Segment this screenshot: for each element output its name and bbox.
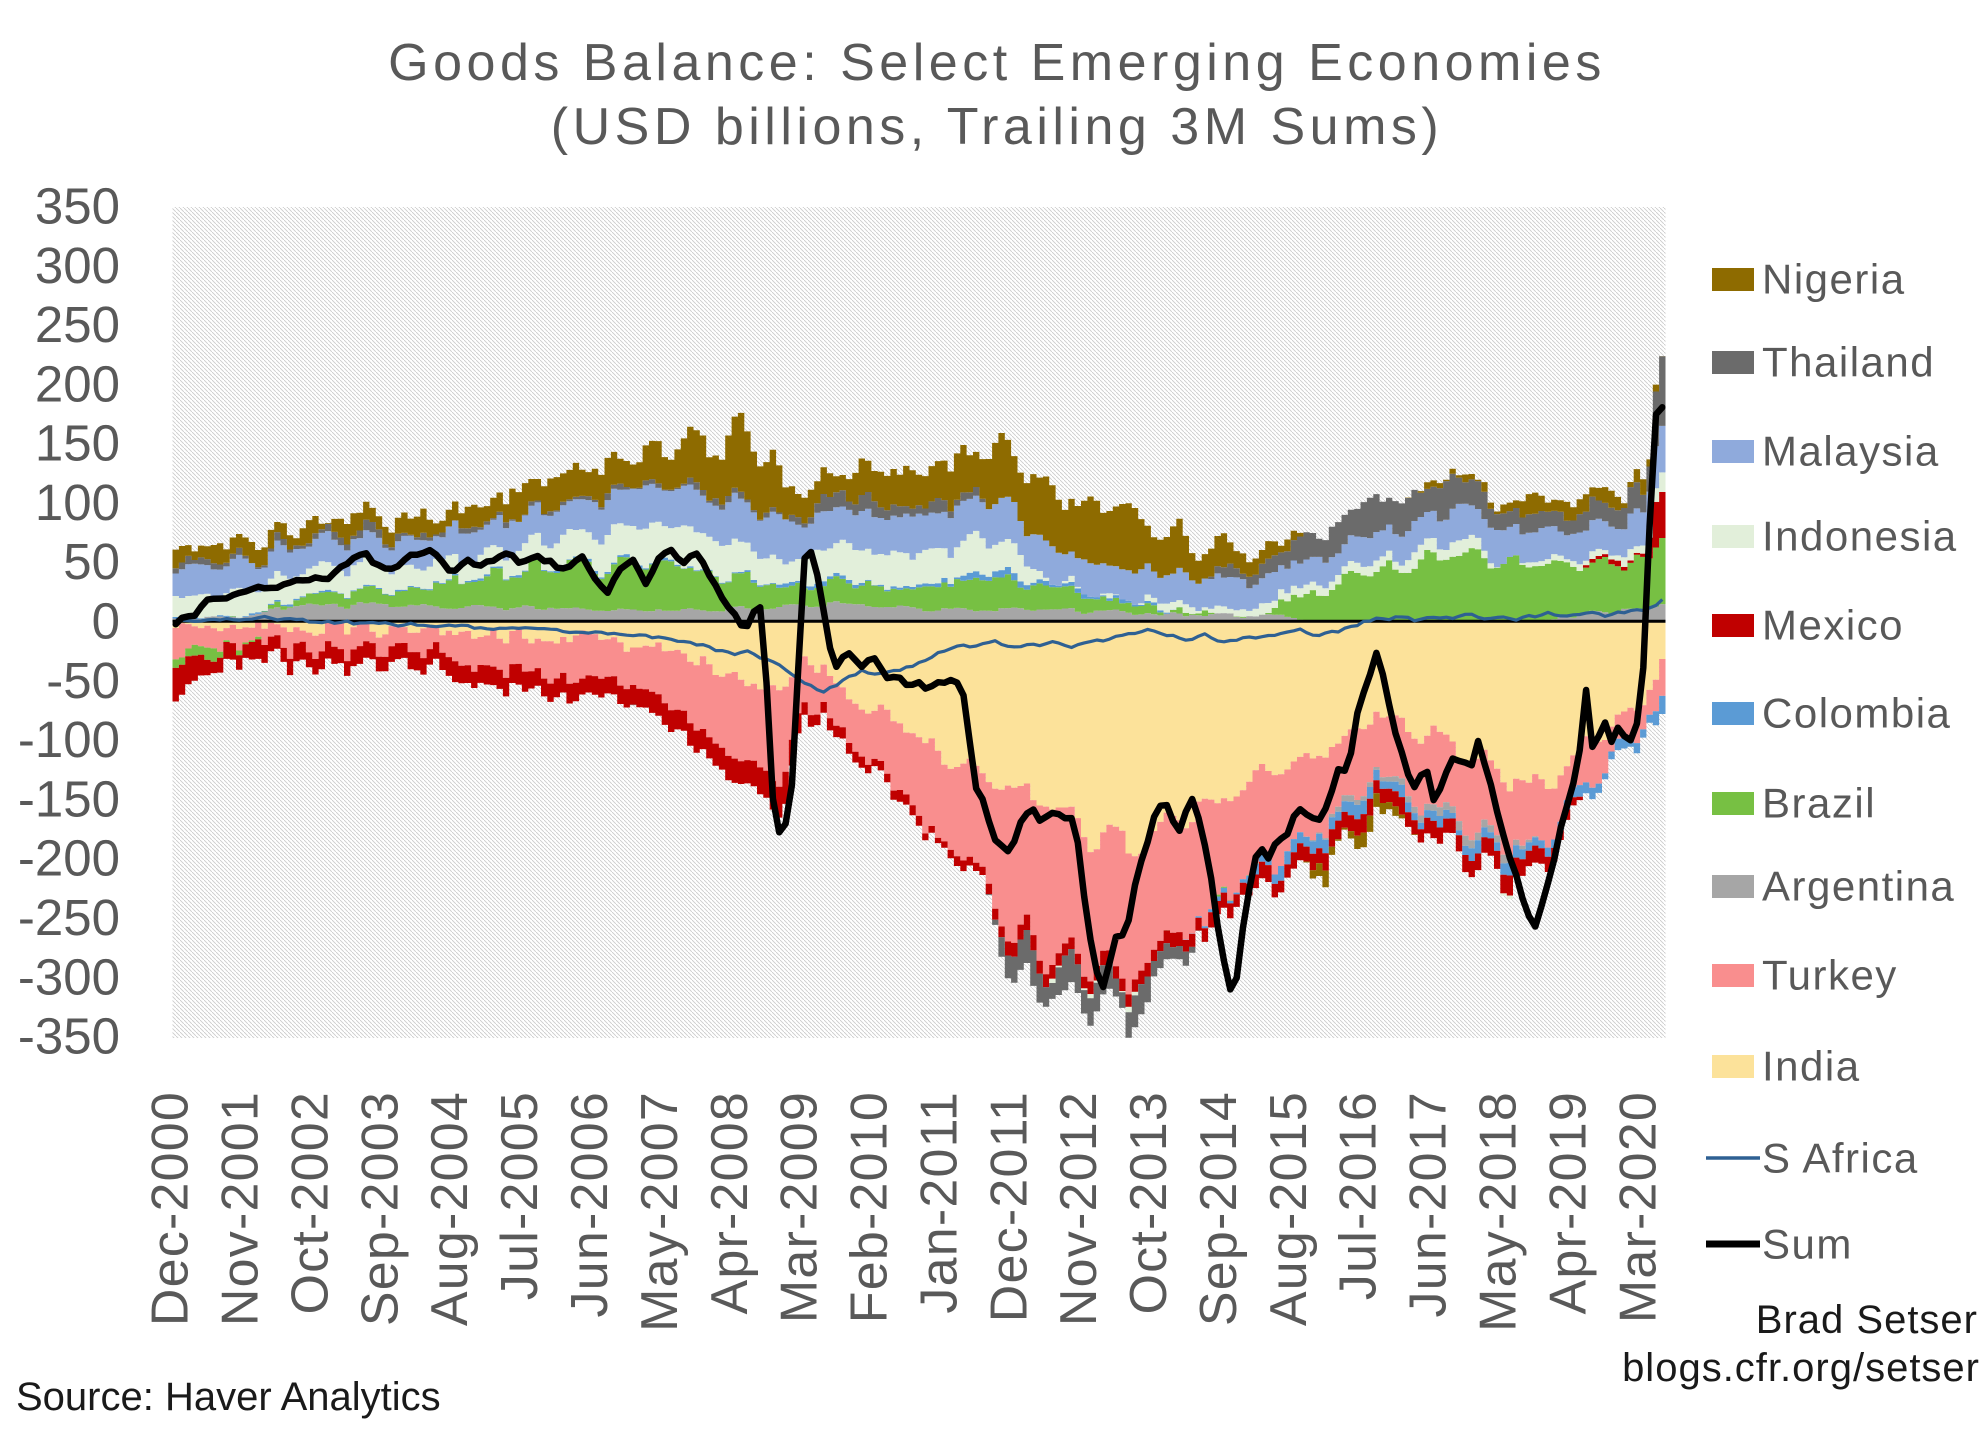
svg-text:Malaysia: Malaysia (1762, 428, 1940, 475)
svg-text:Nov-2012: Nov-2012 (1050, 1091, 1108, 1326)
svg-text:0: 0 (92, 593, 120, 650)
svg-text:350: 350 (35, 178, 120, 235)
svg-text:Goods Balance: Select Emerging: Goods Balance: Select Emerging Economies (388, 34, 1606, 92)
svg-text:-300: -300 (18, 948, 120, 1005)
svg-text:-50: -50 (46, 652, 120, 709)
svg-text:Sep-2014: Sep-2014 (1190, 1091, 1248, 1326)
svg-text:-100: -100 (18, 711, 120, 768)
svg-text:250: 250 (35, 296, 120, 353)
svg-text:Apr-2019: Apr-2019 (1539, 1091, 1597, 1315)
svg-text:Turkey: Turkey (1762, 952, 1898, 999)
svg-text:Brad Setser: Brad Setser (1756, 1298, 1978, 1342)
svg-text:Jun-2017: Jun-2017 (1400, 1091, 1458, 1317)
svg-text:Mar-2009: Mar-2009 (771, 1091, 829, 1323)
svg-text:Dec-2011: Dec-2011 (980, 1091, 1038, 1322)
svg-text:Jul-2016: Jul-2016 (1330, 1091, 1388, 1300)
svg-text:India: India (1762, 1043, 1861, 1090)
svg-text:Jul-2005: Jul-2005 (491, 1091, 549, 1300)
svg-text:Brazil: Brazil (1762, 780, 1876, 827)
svg-text:Colombia: Colombia (1762, 690, 1951, 737)
svg-text:May-2007: May-2007 (631, 1091, 689, 1332)
svg-text:Indonesia: Indonesia (1762, 513, 1958, 560)
svg-text:Jun-2006: Jun-2006 (561, 1091, 619, 1317)
svg-text:-200: -200 (18, 830, 120, 887)
svg-text:Nov-2001: Nov-2001 (212, 1091, 270, 1326)
svg-text:Oct-2013: Oct-2013 (1120, 1091, 1178, 1315)
svg-text:Aug-2004: Aug-2004 (421, 1091, 479, 1326)
svg-text:Mexico: Mexico (1762, 602, 1904, 649)
svg-text:Source: Haver Analytics: Source: Haver Analytics (16, 1375, 441, 1419)
svg-text:300: 300 (35, 237, 120, 294)
svg-text:May-2018: May-2018 (1470, 1091, 1528, 1332)
svg-text:Feb-2010: Feb-2010 (841, 1091, 899, 1323)
svg-text:Sum: Sum (1762, 1221, 1853, 1268)
svg-text:Thailand: Thailand (1762, 339, 1935, 386)
svg-text:Dec-2000: Dec-2000 (142, 1091, 200, 1326)
svg-text:(USD billions, Trailing 3M Sum: (USD billions, Trailing 3M Sums) (551, 98, 1443, 156)
svg-text:Apr-2008: Apr-2008 (701, 1091, 759, 1315)
svg-text:-150: -150 (18, 770, 120, 827)
svg-text:Oct-2002: Oct-2002 (281, 1091, 339, 1315)
svg-text:150: 150 (35, 415, 120, 472)
svg-text:Mar-2020: Mar-2020 (1609, 1091, 1667, 1323)
svg-text:50: 50 (63, 533, 120, 590)
svg-text:blogs.cfr.org/setser: blogs.cfr.org/setser (1622, 1346, 1980, 1390)
svg-text:Sep-2003: Sep-2003 (351, 1091, 409, 1326)
svg-text:100: 100 (35, 474, 120, 531)
svg-text:200: 200 (35, 355, 120, 412)
svg-text:-350: -350 (18, 1008, 120, 1065)
svg-text:Jan-2011: Jan-2011 (910, 1091, 968, 1314)
svg-text:-250: -250 (18, 889, 120, 946)
svg-text:Aug-2015: Aug-2015 (1260, 1091, 1318, 1326)
svg-text:Argentina: Argentina (1762, 863, 1955, 910)
svg-text:Nigeria: Nigeria (1762, 256, 1906, 303)
svg-text:S Africa: S Africa (1762, 1135, 1919, 1182)
